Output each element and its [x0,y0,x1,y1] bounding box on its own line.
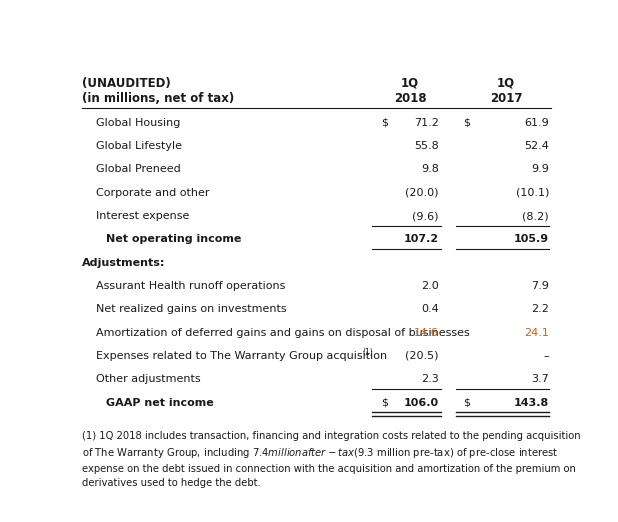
Text: 0.4: 0.4 [421,304,439,314]
Text: –: – [543,351,549,361]
Text: 1Q: 1Q [497,77,515,90]
Text: $: $ [463,398,470,408]
Text: 9.8: 9.8 [421,164,439,174]
Text: 7.9: 7.9 [531,281,549,291]
Text: 143.8: 143.8 [514,398,549,408]
Text: Adjustments:: Adjustments: [82,258,166,268]
Text: 2018: 2018 [394,91,426,104]
Text: (UNAUDITED): (UNAUDITED) [82,77,171,90]
Text: Expenses related to The Warranty Group acquisition: Expenses related to The Warranty Group a… [96,351,387,361]
Text: Global Housing: Global Housing [96,118,181,128]
Text: Other adjustments: Other adjustments [96,374,201,384]
Text: 14.6: 14.6 [414,328,439,338]
Text: 106.0: 106.0 [404,398,439,408]
Text: 61.9: 61.9 [524,118,549,128]
Text: (20.5): (20.5) [405,351,439,361]
Text: 71.2: 71.2 [414,118,439,128]
Text: (8.2): (8.2) [522,211,549,221]
Text: Corporate and other: Corporate and other [96,188,210,198]
Text: (20.0): (20.0) [405,188,439,198]
Text: GAAP net income: GAAP net income [106,398,214,408]
Text: (10.1): (10.1) [515,188,549,198]
Text: 107.2: 107.2 [404,234,439,244]
Text: Amortization of deferred gains and gains on disposal of businesses: Amortization of deferred gains and gains… [96,328,470,338]
Text: $: $ [381,118,388,128]
Text: 105.9: 105.9 [514,234,549,244]
Text: Net realized gains on investments: Net realized gains on investments [96,304,287,314]
Text: 55.8: 55.8 [414,141,439,151]
Text: (1) 1Q 2018 includes transaction, financing and integration costs related to the: (1) 1Q 2018 includes transaction, financ… [82,431,581,488]
Text: 2.2: 2.2 [531,304,549,314]
Text: $: $ [381,398,388,408]
Text: 9.9: 9.9 [531,164,549,174]
Text: 52.4: 52.4 [524,141,549,151]
Text: Global Preneed: Global Preneed [96,164,181,174]
Text: 24.1: 24.1 [524,328,549,338]
Text: 1Q: 1Q [401,77,419,90]
Text: Assurant Health runoff operations: Assurant Health runoff operations [96,281,286,291]
Text: Net operating income: Net operating income [106,234,242,244]
Text: Interest expense: Interest expense [96,211,190,221]
Text: $: $ [463,118,470,128]
Text: (1): (1) [362,348,373,357]
Text: 2.3: 2.3 [421,374,439,384]
Text: Global Lifestyle: Global Lifestyle [96,141,182,151]
Text: (in millions, net of tax): (in millions, net of tax) [82,91,234,104]
Text: 2.0: 2.0 [421,281,439,291]
Text: (9.6): (9.6) [412,211,439,221]
Text: 2017: 2017 [489,91,522,104]
Text: 3.7: 3.7 [531,374,549,384]
